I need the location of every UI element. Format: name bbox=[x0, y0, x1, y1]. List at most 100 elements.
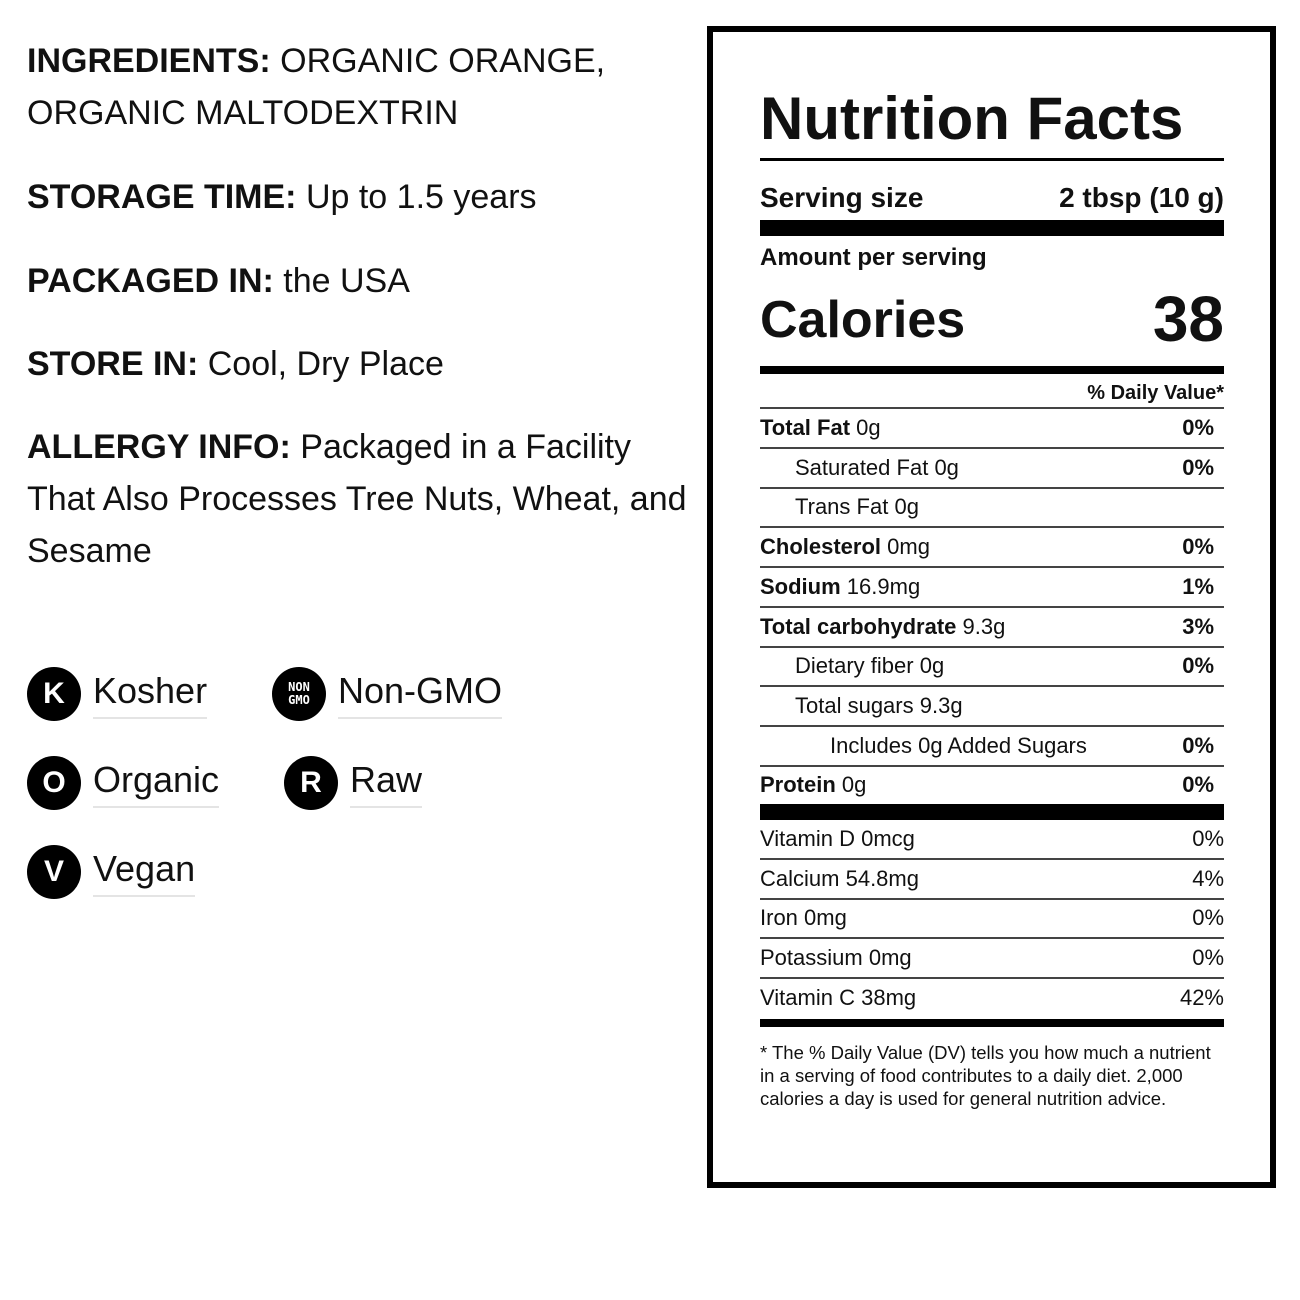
vitamin-dv: 0% bbox=[1192, 945, 1224, 971]
icon-text: O bbox=[42, 766, 66, 799]
calories-label: Calories bbox=[760, 291, 966, 349]
icon-text: GMO bbox=[288, 693, 310, 707]
vitamin-amount: 38mg bbox=[861, 984, 917, 1010]
icon-text: V bbox=[43, 855, 64, 888]
badge-icon: V bbox=[27, 845, 81, 899]
badge: V Vegan bbox=[27, 844, 196, 900]
nutrient-name: Protein bbox=[760, 772, 836, 798]
vitamin-row: Vitamin C 38mg 42% bbox=[760, 979, 1224, 1017]
dv-header: % Daily Value* bbox=[1087, 382, 1224, 404]
nutrient-name: Saturated Fat bbox=[795, 454, 929, 480]
badge-icon: O bbox=[27, 756, 81, 810]
badge: R Raw bbox=[284, 755, 423, 811]
nutrient-row: Sodium 16.9mg 1% bbox=[760, 568, 1224, 608]
footnote: * The % Daily Value (DV) tells you how m… bbox=[760, 1041, 1211, 1109]
nutrient-row: Total Fat 0g 0% bbox=[760, 409, 1224, 449]
bar bbox=[760, 1018, 1224, 1027]
nutrient-name: Trans Fat bbox=[795, 494, 889, 520]
nutrient-name: Total carbohydrate bbox=[760, 613, 957, 639]
nutrient-amount: 16.9mg bbox=[846, 573, 921, 599]
badge-icon: NON GMO bbox=[272, 667, 326, 721]
nutrient-dv: 0% bbox=[1182, 772, 1214, 798]
info-block: STORAGE TIME: Up to 1.5 years bbox=[27, 171, 697, 223]
nutrient-dv: 0% bbox=[1182, 732, 1214, 758]
nutrient-row: Trans Fat 0g bbox=[760, 488, 1224, 529]
nutrient-row: Cholesterol 0mg 0% bbox=[760, 528, 1224, 569]
badge-icon: R bbox=[284, 756, 338, 810]
icon-text: R bbox=[300, 766, 322, 799]
nutrient-dv: 0% bbox=[1182, 534, 1214, 560]
bar bbox=[760, 366, 1224, 374]
bar bbox=[760, 804, 1224, 820]
vitamin-amount: 54.8mg bbox=[845, 865, 919, 891]
serving-label: Serving size bbox=[760, 182, 924, 213]
nutrient-dv: 0% bbox=[1182, 454, 1214, 480]
rule bbox=[760, 407, 1224, 409]
vitamin-amount: 0mg bbox=[804, 905, 847, 931]
nutrient-amount: 0g bbox=[856, 415, 881, 440]
vitamin-row: Calcium 54.8mg 4% bbox=[760, 860, 1224, 900]
info-block: INGREDIENTS: ORGANIC ORANGE, ORGANIC MAL… bbox=[27, 35, 697, 139]
serving-value: 2 tbsp (10 g) bbox=[1059, 182, 1224, 213]
nutrient-name: Sodium bbox=[760, 573, 841, 599]
nutrient-name: Total Fat bbox=[760, 415, 851, 440]
icon-text: K bbox=[43, 677, 65, 710]
badge-label: Raw bbox=[350, 758, 423, 808]
nutrient-dv: 0% bbox=[1182, 415, 1214, 440]
nutrient-name: Dietary fiber bbox=[795, 653, 914, 679]
nutrient-amount: 0g bbox=[934, 454, 959, 480]
vitamin-name: Iron bbox=[760, 905, 798, 931]
vitamin-dv: 42% bbox=[1179, 984, 1224, 1010]
nutrient-name: Total sugars bbox=[795, 692, 914, 718]
vitamin-amount: 0mcg bbox=[861, 826, 915, 851]
badge: K Kosher bbox=[27, 666, 208, 722]
nutrient-name: Cholesterol bbox=[760, 534, 882, 560]
nutrient-amount: 0g bbox=[841, 772, 867, 798]
info-text: Packaged in a Facility That Also Process… bbox=[27, 428, 687, 570]
vitamin-row: Potassium 0mg 0% bbox=[760, 939, 1224, 980]
nutrient-row: Protein 0g 0% bbox=[760, 766, 1224, 804]
info-text: ORGANIC ORANGE, ORGANIC MALTODEXTRIN bbox=[27, 42, 606, 132]
nutrient-amount: 0g bbox=[919, 653, 945, 679]
info-block: PACKAGED IN: the USA bbox=[27, 255, 697, 307]
badge-label: Organic bbox=[93, 758, 220, 808]
info-label: PACKAGED IN: bbox=[27, 262, 274, 300]
vitamin-name: Vitamin C bbox=[760, 984, 855, 1010]
info-text: Up to 1.5 years bbox=[305, 178, 537, 216]
nutrition-panel: Nutrition Facts Serving size 2 tbsp (10 g)… bbox=[707, 26, 1276, 1188]
vitamin-row: Vitamin D 0mcg 0% bbox=[760, 820, 1224, 860]
nutrient-row: Total sugars 9.3g bbox=[760, 687, 1224, 727]
badge-icon: K bbox=[27, 667, 81, 721]
info-block: STORE IN: Cool, Dry Place bbox=[27, 338, 697, 390]
nutrient-row: Saturated Fat 0g 0% bbox=[760, 449, 1224, 489]
calories-value: 38 bbox=[1152, 283, 1224, 355]
vitamin-row: Iron 0mg 0% bbox=[760, 899, 1224, 940]
vitamin-dv: 0% bbox=[1192, 826, 1224, 851]
nutrient-dv: 1% bbox=[1182, 573, 1214, 599]
icon-text: NON bbox=[288, 680, 310, 694]
nutrient-row: Includes 0g Added Sugars 0% bbox=[760, 727, 1224, 767]
vitamin-name: Vitamin D bbox=[760, 826, 855, 851]
info-label: STORE IN: bbox=[27, 345, 199, 383]
badge-label: Non-GMO bbox=[338, 669, 503, 719]
badge-label: Vegan bbox=[93, 847, 196, 897]
badge-label: Kosher bbox=[93, 669, 208, 719]
nutrient-amount: 9.3g bbox=[962, 613, 1006, 639]
vitamin-name: Potassium bbox=[760, 945, 863, 971]
vitamin-dv: 0% bbox=[1192, 905, 1224, 931]
panel-title: Nutrition Facts bbox=[760, 85, 1184, 152]
info-label: STORAGE TIME: bbox=[27, 178, 297, 216]
nutrient-name: Includes bbox=[830, 732, 912, 758]
info-text: the USA bbox=[283, 262, 410, 300]
nutrient-row: Total carbohydrate 9.3g 3% bbox=[760, 608, 1224, 648]
vitamin-name: Calcium bbox=[760, 865, 840, 891]
info-text: Cool, Dry Place bbox=[207, 345, 444, 383]
vitamin-dv: 4% bbox=[1192, 865, 1224, 891]
info-block: ALLERGY INFO: Packaged in a Facility Tha… bbox=[27, 421, 697, 577]
nutrient-amount: 0mg bbox=[887, 534, 930, 560]
amount-label: Amount per serving bbox=[760, 244, 987, 271]
nutrient-dv: 3% bbox=[1182, 613, 1214, 639]
info-label: ALLERGY INFO: bbox=[27, 428, 291, 466]
info-label: INGREDIENTS: bbox=[27, 42, 271, 80]
